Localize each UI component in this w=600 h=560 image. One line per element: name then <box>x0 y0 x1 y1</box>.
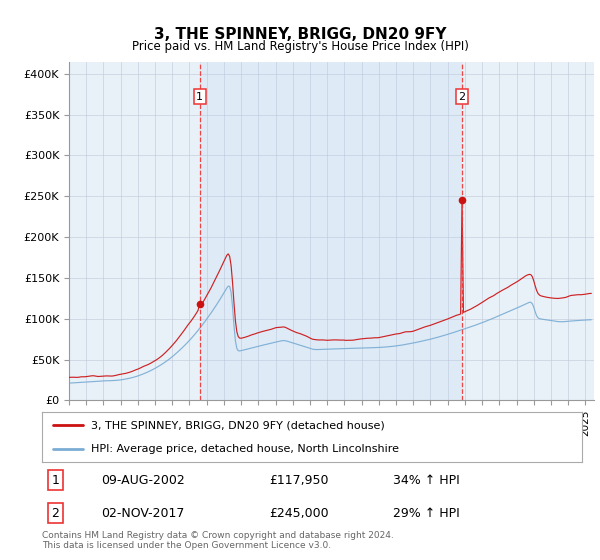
Text: 09-AUG-2002: 09-AUG-2002 <box>101 474 185 487</box>
Text: Contains HM Land Registry data © Crown copyright and database right 2024.
This d: Contains HM Land Registry data © Crown c… <box>42 531 394 550</box>
Text: 2: 2 <box>52 507 59 520</box>
Text: 1: 1 <box>196 92 203 102</box>
Text: 34% ↑ HPI: 34% ↑ HPI <box>393 474 460 487</box>
Text: Price paid vs. HM Land Registry's House Price Index (HPI): Price paid vs. HM Land Registry's House … <box>131 40 469 53</box>
Text: 3, THE SPINNEY, BRIGG, DN20 9FY (detached house): 3, THE SPINNEY, BRIGG, DN20 9FY (detache… <box>91 420 385 430</box>
Text: HPI: Average price, detached house, North Lincolnshire: HPI: Average price, detached house, Nort… <box>91 445 398 454</box>
Text: 1: 1 <box>52 474 59 487</box>
Text: 2: 2 <box>458 92 466 102</box>
Text: 3, THE SPINNEY, BRIGG, DN20 9FY: 3, THE SPINNEY, BRIGG, DN20 9FY <box>154 27 446 42</box>
Text: £245,000: £245,000 <box>269 507 328 520</box>
Bar <box>200 62 462 400</box>
Text: 29% ↑ HPI: 29% ↑ HPI <box>393 507 460 520</box>
Text: 02-NOV-2017: 02-NOV-2017 <box>101 507 185 520</box>
Text: £117,950: £117,950 <box>269 474 328 487</box>
